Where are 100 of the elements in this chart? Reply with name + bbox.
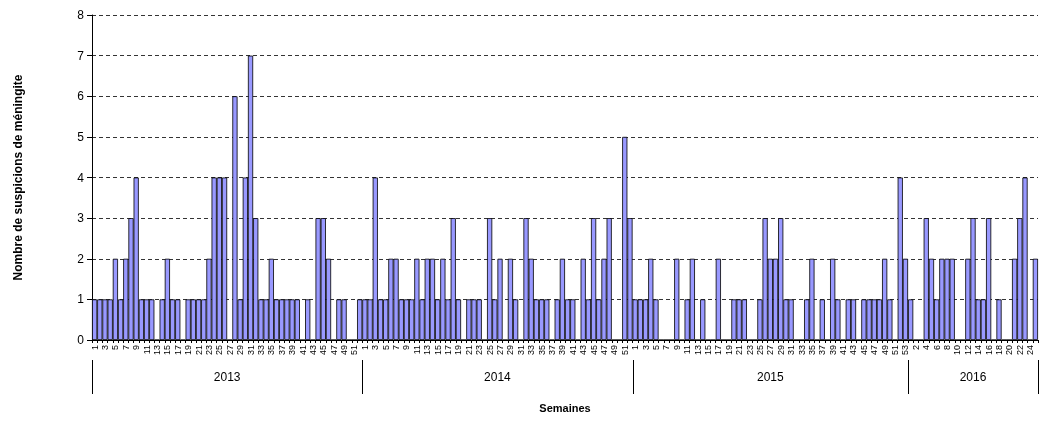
x-tick-label: 23 [203, 345, 214, 356]
x-tick-label: 3 [640, 345, 651, 351]
x-tick-label: 3 [370, 345, 381, 351]
x-tick-label: 51 [619, 345, 630, 356]
x-tick-label: 45 [588, 345, 599, 356]
x-tick-label: 5 [650, 345, 661, 351]
x-tick-label: 29 [775, 345, 786, 356]
x-tick-label: 21 [193, 345, 204, 356]
x-tick-label: 1 [89, 345, 100, 351]
x-tick-label: 47 [328, 345, 339, 356]
x-tick-label: 53 [900, 345, 911, 356]
x-tick-label: 4 [921, 345, 932, 351]
x-tick-label: 51 [890, 345, 901, 356]
x-tick-label: 39 [557, 345, 568, 356]
x-tick-label: 25 [484, 345, 495, 356]
x-tick-label: 8 [942, 345, 953, 351]
x-tick-label: 31 [245, 345, 256, 356]
x-tick-label: 14 [973, 345, 984, 356]
x-tick-label: 23 [474, 345, 485, 356]
y-tick-label: 7 [77, 48, 85, 63]
x-tick-label: 43 [578, 345, 589, 356]
x-tick-label: 5 [110, 345, 121, 351]
y-tick-label: 0 [77, 333, 85, 347]
x-tick-label: 10 [952, 345, 963, 356]
x-tick-label: 37 [276, 345, 287, 356]
x-tick-label: 39 [287, 345, 298, 356]
x-tick-label: 29 [235, 345, 246, 356]
x-tick-label: 9 [401, 345, 412, 351]
x-tick-label: 17 [172, 345, 183, 356]
y-tick-label: 6 [77, 89, 85, 104]
text: 2014 [484, 370, 511, 384]
y-tick-label: 2 [77, 251, 85, 266]
x-tick-label: 35 [806, 345, 817, 356]
x-tick-label: 15 [162, 345, 173, 356]
x-tick-label: 41 [567, 345, 578, 356]
x-tick-label: 6 [931, 345, 942, 351]
x-tick-label: 27 [495, 345, 506, 356]
x-tick-label: 37 [547, 345, 558, 356]
x-tick-label: 22 [1014, 345, 1025, 356]
x-tick-label: 41 [297, 345, 308, 356]
x-tick-label: 7 [120, 345, 131, 351]
x-tick-label: 43 [848, 345, 859, 356]
x-tick-label: 25 [214, 345, 225, 356]
x-tick-label: 1 [359, 345, 370, 351]
x-tick-label: 33 [796, 345, 807, 356]
x-tick-label: 17 [713, 345, 724, 356]
x-tick-label: 31 [515, 345, 526, 356]
y-tick-label: 3 [77, 211, 85, 226]
y-axis-title: Nombre de suspicions de méningite [11, 74, 25, 281]
text: 2013 [213, 370, 241, 384]
x-tick-label: 49 [609, 345, 620, 356]
x-tick-label: 47 [598, 345, 609, 356]
x-tick-label: 9 [671, 345, 682, 351]
x-tick-label: 3 [99, 345, 110, 351]
x-tick-label: 45 [858, 345, 869, 356]
x-tick-label: 11 [411, 345, 422, 355]
x-tick-label: 2 [910, 345, 921, 351]
x-tick-label: 51 [349, 345, 360, 356]
x-tick-label: 5 [380, 345, 391, 351]
x-tick-label: 20 [1004, 345, 1015, 356]
y-tick-label: 4 [77, 170, 85, 185]
y-tick-label: 5 [77, 129, 85, 144]
x-tick-label: 24 [1025, 345, 1036, 356]
x-tick-label: 45 [318, 345, 329, 356]
x-tick-label: 49 [879, 345, 890, 356]
x-tick-label: 27 [765, 345, 776, 356]
x-tick-label: 12 [962, 345, 973, 356]
x-tick-label: 49 [339, 345, 350, 356]
x-tick-label: 9 [131, 345, 142, 351]
x-tick-label: 47 [869, 345, 880, 356]
y-tick-label: 1 [77, 292, 85, 307]
x-tick-label: 18 [994, 345, 1005, 356]
x-tick-label: 13 [151, 345, 162, 356]
x-tick-label: 11 [141, 345, 152, 355]
x-tick-label: 19 [453, 345, 464, 356]
x-tick-label: 27 [224, 345, 235, 356]
x-tick-label: 35 [266, 345, 277, 356]
x-tick-label: 29 [505, 345, 516, 356]
x-tick-label: 33 [526, 345, 537, 356]
x-tick-label: 43 [307, 345, 318, 356]
x-tick-label: 37 [817, 345, 828, 356]
text: 2016 [959, 370, 987, 384]
x-tick-label: 39 [827, 345, 838, 356]
x-tick-label: 19 [183, 345, 194, 356]
x-tick-label: 15 [432, 345, 443, 356]
x-tick-label: 15 [702, 345, 713, 356]
x-tick-label: 16 [983, 345, 994, 356]
x-tick-label: 33 [255, 345, 266, 356]
x-axis-title: Semaines [539, 401, 591, 414]
x-tick-label: 25 [754, 345, 765, 356]
x-tick-label: 13 [422, 345, 433, 356]
text: 2015 [756, 370, 784, 384]
x-tick-label: 21 [734, 345, 745, 356]
x-tick-label: 23 [744, 345, 755, 356]
x-tick-label: 31 [786, 345, 797, 356]
y-tick-label: 8 [77, 8, 85, 22]
x-tick-label: 19 [723, 345, 734, 356]
x-tick-label: 7 [661, 345, 672, 351]
x-tick-label: 41 [838, 345, 849, 356]
x-tick-label: 1 [630, 345, 641, 351]
